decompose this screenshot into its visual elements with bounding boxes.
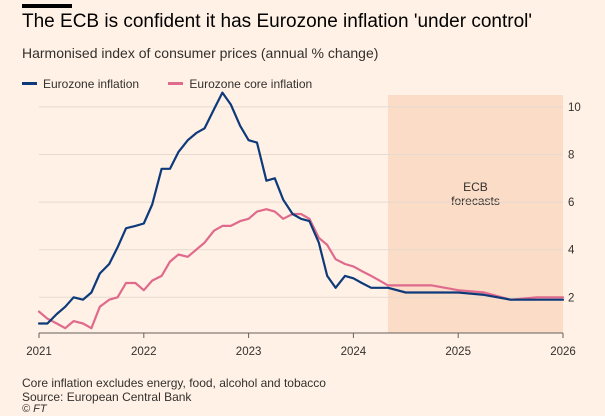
ft-top-bar [22, 4, 72, 8]
forecast-label: ECB [463, 180, 488, 194]
y-tick-label: 4 [568, 245, 575, 257]
legend-label-headline: Eurozone inflation [43, 76, 140, 91]
series-line-core [37, 208, 565, 330]
footnote-credit: © FT [22, 403, 47, 415]
y-tick-label: 2 [568, 292, 574, 304]
x-tick-label: 2023 [236, 346, 262, 358]
legend-item-core: Eurozone core inflation [168, 77, 312, 91]
legend-item-headline: Eurozone inflation [22, 77, 139, 91]
y-tick-label: 10 [568, 102, 581, 114]
legend-swatch-core [168, 82, 184, 85]
legend-label-core: Eurozone core inflation [189, 76, 313, 91]
legend-swatch-headline [22, 82, 37, 85]
footnote-source: Source: European Central Bank [22, 390, 192, 404]
x-tick-label: 2026 [550, 346, 576, 358]
series-line-headline [37, 91, 565, 325]
legend: Eurozone inflation Eurozone core inflati… [22, 74, 338, 91]
y-tick-label: 8 [568, 150, 574, 162]
chart-title: The ECB is confident it has Eurozone inf… [22, 11, 532, 32]
y-tick-label: 6 [568, 197, 574, 209]
x-tick-label: 2021 [26, 346, 52, 358]
footnote-core-definition: Core inflation excludes energy, food, al… [22, 376, 326, 390]
x-tick-label: 2022 [131, 346, 157, 358]
chart-subtitle: Harmonised index of consumer prices (ann… [22, 45, 379, 61]
x-tick-label: 2025 [445, 346, 471, 358]
x-tick-label: 2024 [341, 346, 367, 358]
forecast-label: forecasts [451, 194, 500, 208]
